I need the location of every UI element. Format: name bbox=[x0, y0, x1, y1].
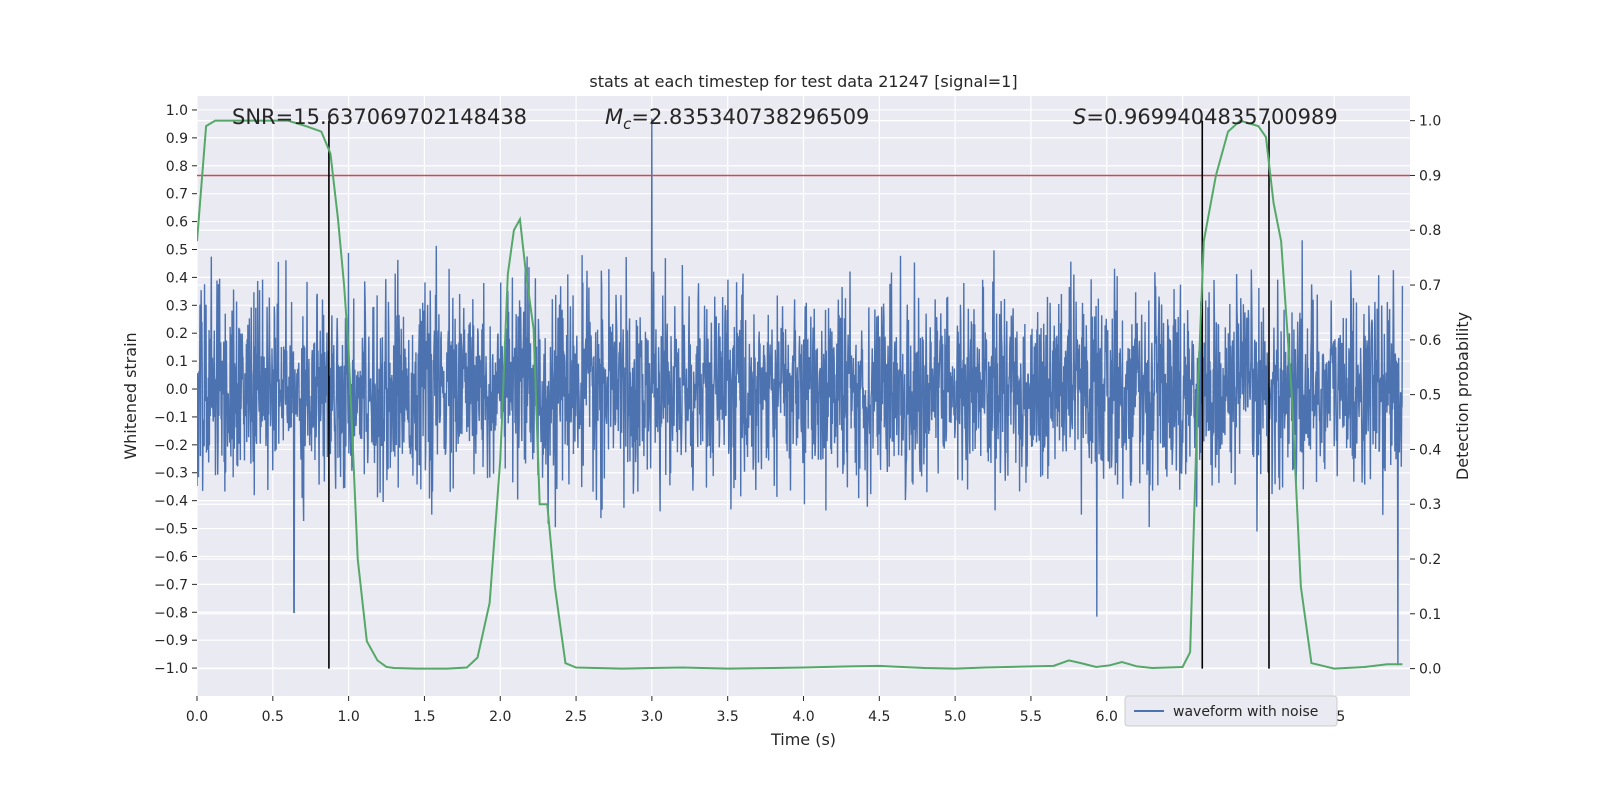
vertical-marker-lines bbox=[328, 120, 1270, 669]
y-left-tick-label: 0.9 bbox=[166, 131, 188, 147]
mc-value: =2.835340738296509 bbox=[631, 105, 869, 129]
y-right-tick-label: 0.9 bbox=[1419, 168, 1441, 184]
y-axis-left-label: Whitened strain bbox=[121, 332, 140, 459]
y-left-tick-label: 0.5 bbox=[166, 242, 188, 258]
chart-title: stats at each timestep for test data 212… bbox=[589, 72, 1017, 91]
y-right-tick-label: 0.8 bbox=[1419, 223, 1441, 239]
y-left-tick-label: 0.4 bbox=[166, 270, 188, 286]
detection-probability-line bbox=[197, 119, 1403, 670]
y-left-tick-label: −0.1 bbox=[154, 410, 188, 426]
chirp-mass-annotation: Mc=2.835340738296509 bbox=[605, 105, 869, 133]
x-tick-label: 5.0 bbox=[944, 709, 966, 725]
s-value: =0.9699404835700989 bbox=[1086, 105, 1337, 129]
x-tick-label: 2.0 bbox=[489, 709, 511, 725]
y-left-tick-label: 0.1 bbox=[166, 354, 188, 370]
y-left-tick-label: 0.6 bbox=[166, 215, 188, 231]
x-tick-label: 1.0 bbox=[337, 709, 359, 725]
x-tick-label: 4.5 bbox=[868, 709, 890, 725]
x-tick-label: 3.0 bbox=[641, 709, 663, 725]
y-left-tick-label: −0.7 bbox=[154, 577, 188, 593]
y-right-tick-label: 0.0 bbox=[1419, 662, 1441, 678]
s-symbol: S bbox=[1073, 105, 1086, 129]
x-tick-label: 3.5 bbox=[717, 709, 739, 725]
y-right-tick-label: 0.7 bbox=[1419, 278, 1441, 294]
x-tick-label: 0.0 bbox=[186, 709, 208, 725]
y-left-tick-label: −1.0 bbox=[154, 661, 188, 677]
y-left-tick-label: 0.0 bbox=[166, 382, 188, 398]
x-axis-label: Time (s) bbox=[770, 730, 836, 749]
y-left-tick-label: 0.8 bbox=[166, 159, 188, 175]
y-left-tick-label: 0.7 bbox=[166, 187, 188, 203]
legend-entry-waveform: waveform with noise bbox=[1173, 704, 1318, 720]
snr-annotation: SNR=15.637069702148438 bbox=[232, 105, 527, 129]
y-left-tick-label: −0.4 bbox=[154, 494, 188, 510]
legend-box bbox=[1124, 695, 1338, 727]
significance-annotation: S=0.9699404835700989 bbox=[1073, 105, 1338, 129]
y-left-tick-label: −0.2 bbox=[154, 438, 188, 454]
y-left-tick-label: 0.3 bbox=[166, 298, 188, 314]
y-right-tick-label: 0.4 bbox=[1419, 442, 1441, 458]
y-right-tick-label: 0.2 bbox=[1419, 552, 1441, 568]
y-right-tick-label: 0.6 bbox=[1419, 333, 1441, 349]
x-tick-label: 0.5 bbox=[262, 709, 284, 725]
legend: waveform with noise bbox=[1124, 695, 1338, 727]
y-right-tick-label: 0.5 bbox=[1419, 388, 1441, 404]
y-left-tick-label: −0.5 bbox=[154, 522, 188, 538]
x-tick-label: 2.5 bbox=[565, 709, 587, 725]
y-left-tick-label: −0.8 bbox=[154, 605, 188, 621]
y-left-tick-label: −0.9 bbox=[154, 633, 188, 649]
y-right-tick-label: 0.3 bbox=[1419, 497, 1441, 513]
y-right-tick-label: 0.1 bbox=[1419, 607, 1441, 623]
axis-ticks: 0.00.51.01.52.02.53.03.54.04.55.05.56.06… bbox=[154, 103, 1441, 725]
y-left-tick-label: −0.6 bbox=[154, 549, 188, 565]
y-right-tick-label: 1.0 bbox=[1419, 114, 1441, 130]
mc-subscript: c bbox=[623, 115, 632, 133]
mc-symbol: M bbox=[605, 105, 623, 129]
x-tick-label: 1.5 bbox=[413, 709, 435, 725]
y-left-tick-label: −0.3 bbox=[154, 466, 188, 482]
x-tick-label: 4.0 bbox=[792, 709, 814, 725]
y-left-tick-label: 0.2 bbox=[166, 326, 188, 342]
y-left-tick-label: 1.0 bbox=[166, 103, 188, 119]
y-axis-right-label: Detection probability bbox=[1453, 312, 1472, 480]
x-tick-label: 5.5 bbox=[1020, 709, 1042, 725]
x-tick-label: 6.0 bbox=[1096, 709, 1118, 725]
